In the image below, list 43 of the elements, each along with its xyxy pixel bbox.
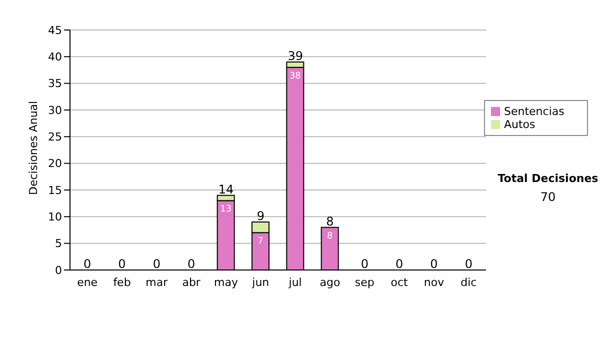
y-tick-label: 10 [48, 210, 62, 224]
total-label: 9 [256, 209, 264, 223]
x-tick-label: feb [113, 276, 131, 289]
x-tick-label: nov [424, 276, 445, 289]
total-label: 0 [188, 257, 196, 271]
y-tick-label: 20 [48, 157, 62, 170]
legend-label: Autos [504, 118, 536, 131]
x-tick-label: jun [251, 276, 270, 289]
x-tick-label: sep [354, 276, 374, 289]
data-label: 38 [289, 71, 302, 82]
total-label: 0 [84, 257, 92, 271]
y-tick-label: 30 [48, 104, 62, 117]
x-tick-label: may [214, 276, 238, 289]
y-axis-title: Decisiones Anual [26, 100, 40, 195]
y-tick-label: 35 [48, 77, 62, 90]
x-tick-label: dic [460, 276, 477, 289]
y-tick-label: 0 [55, 264, 62, 277]
y-tick-label: 40 [48, 50, 62, 64]
data-label: 7 [258, 236, 264, 247]
data-label: 8 [326, 231, 333, 242]
total-label: 0 [430, 257, 438, 271]
y-tick-label: 45 [48, 24, 62, 37]
text: 70 [539, 190, 557, 204]
x-tick-label: mar [146, 276, 168, 289]
total-label: 0 [396, 257, 404, 271]
data-label: 13 [220, 204, 232, 215]
total-label: 39 [288, 49, 303, 63]
x-tick-label: jul [288, 276, 302, 289]
x-tick-label: oct [390, 276, 409, 289]
total-label: 0 [152, 257, 160, 271]
legend-label: Sentencias [504, 105, 564, 118]
x-tick-label: ago [320, 276, 340, 289]
total-label: 0 [118, 257, 126, 271]
x-tick-label: ene [77, 276, 98, 289]
y-tick-label: 5 [55, 237, 62, 250]
total-label: 8 [326, 214, 334, 228]
total-label: 0 [464, 257, 472, 271]
y-tick-label: 25 [48, 130, 62, 144]
y-tick-label: 15 [48, 184, 62, 197]
text: Total Decisiones [496, 172, 600, 185]
x-tick-label: abr [182, 276, 201, 289]
total-label: 0 [360, 257, 368, 271]
total-label: 14 [218, 182, 234, 196]
